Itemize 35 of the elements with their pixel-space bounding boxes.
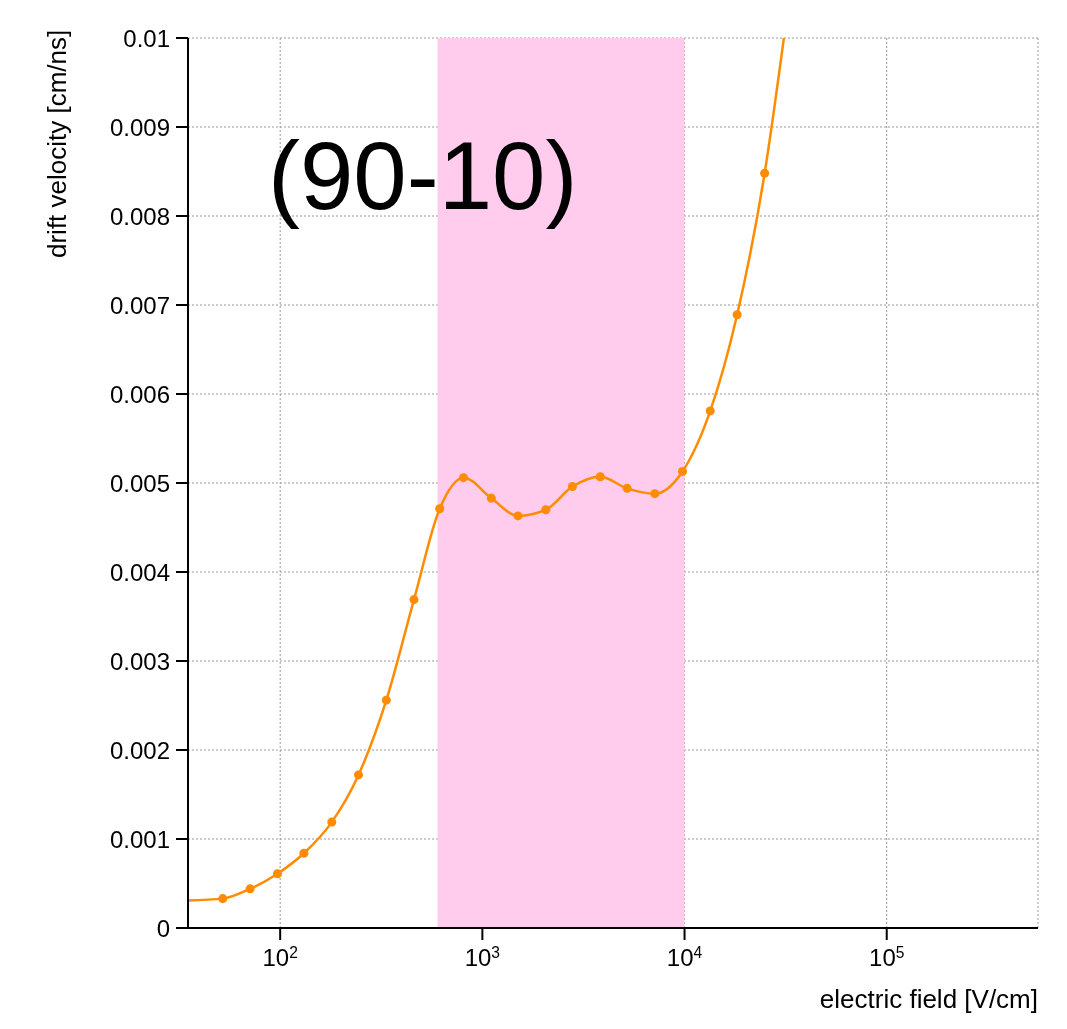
point (595, 472, 605, 482)
point (409, 595, 419, 605)
y-tick-label: 0.006 (109, 381, 170, 408)
point (705, 406, 715, 416)
point (272, 869, 283, 879)
x-tick-label: 10$^{5}$ (869, 943, 905, 971)
point (245, 884, 255, 894)
y-tick-label: 0.002 (109, 737, 170, 764)
y-tick-label: 0.01 (123, 25, 170, 52)
y-tick-label: 0.007 (109, 292, 170, 319)
point (650, 489, 660, 499)
y-tick-label: 0.009 (109, 114, 170, 141)
x-tick-label: 10$^{3}$ (464, 943, 501, 971)
point (541, 505, 551, 515)
point (299, 848, 309, 858)
y-tick-label: 0.005 (109, 470, 170, 497)
x-tick-label: 10$^{2}$ (262, 943, 298, 971)
y-tick-label: 0.004 (109, 559, 170, 586)
x-tick-label: 10$^{4}$ (666, 943, 703, 971)
point (218, 894, 228, 904)
y-tick-label: 0 (156, 915, 170, 942)
y-axis-title: drift velocity [cm/ns] (42, 29, 73, 258)
point (435, 504, 445, 514)
y-tick-label: 0.001 (109, 826, 170, 853)
point (622, 483, 632, 493)
x-axis-title: electric field [V/cm] (819, 984, 1038, 1014)
point (760, 168, 770, 178)
point (677, 466, 688, 476)
point (381, 695, 391, 705)
point (732, 310, 742, 320)
y-tick-label: 0.003 (109, 648, 170, 675)
annotation: (90-10) (268, 122, 578, 229)
y-tick-label: 0.008 (109, 203, 170, 230)
point (327, 817, 337, 827)
point (353, 770, 364, 780)
